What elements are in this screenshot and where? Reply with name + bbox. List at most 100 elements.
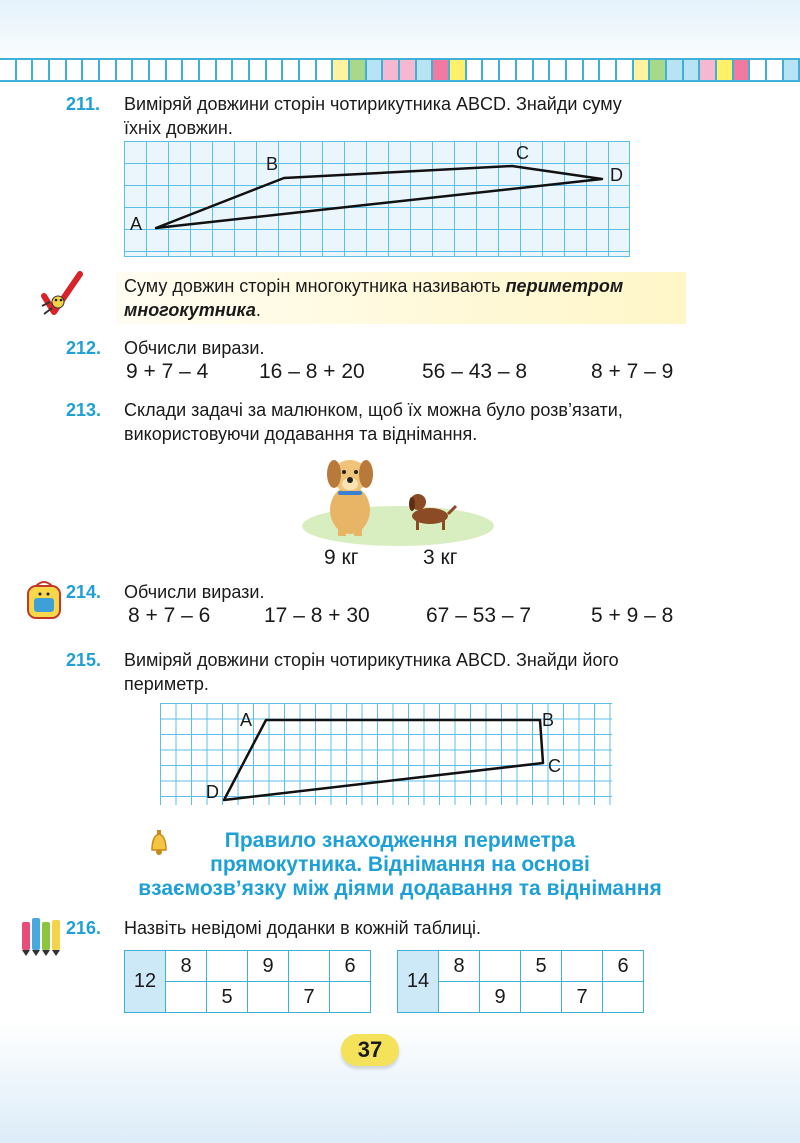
weight-label-big-dog: 9 кг <box>324 546 359 569</box>
stripe-cell <box>500 60 517 80</box>
vertex-label-a-211: A <box>130 214 143 234</box>
stripe-cell <box>783 60 800 80</box>
exercise-211-text-line1: Виміряй довжини сторін чотирикутника ABC… <box>124 94 622 114</box>
vertex-label-c-211: C <box>516 143 529 163</box>
vertex-label-b-215: B <box>542 710 555 730</box>
stripe-cell <box>666 60 684 80</box>
table-1-top-cell-5[interactable]: 6 <box>329 950 371 982</box>
table-1-top-cell-2[interactable] <box>206 950 248 982</box>
exercise-215-text-line1: Виміряй довжини сторін чотирикутника ABC… <box>124 650 619 670</box>
table-2-top-cell-3[interactable]: 5 <box>520 950 562 982</box>
stripe-cell <box>316 60 334 80</box>
table-2-top-cell-2[interactable] <box>479 950 521 982</box>
stripe-cell <box>733 60 751 80</box>
stripe-cell <box>550 60 567 80</box>
definition-plain: Суму довжин сторін многокутника називают… <box>124 276 506 296</box>
stripe-cell <box>266 60 284 80</box>
table-2-top-cell-1[interactable]: 8 <box>438 950 480 982</box>
exercise-number-211: 211. <box>66 94 101 114</box>
check-pencil-icon <box>41 271 83 315</box>
table-2-bottom-cell-2[interactable]: 9 <box>479 981 521 1013</box>
pencils-icon <box>22 918 60 956</box>
table-2-sum: 14 <box>397 950 439 1013</box>
exercise-212-text: Обчисли вирази. <box>124 338 265 358</box>
stripe-cell <box>300 60 317 80</box>
stripe-cell <box>416 60 434 80</box>
stripe-cell <box>216 60 234 80</box>
stripe-cell <box>116 60 134 80</box>
vertex-label-d-215: D <box>206 782 219 802</box>
definition-text-line2: многокутника. <box>124 298 261 322</box>
table-1-sum: 12 <box>124 950 166 1013</box>
exercise-number-212: 212. <box>66 338 102 358</box>
stripe-cell <box>133 60 151 80</box>
addends-table-1: 12 8 9 6 5 7 <box>124 950 371 1013</box>
expression-214-3: 67 – 53 – 7 <box>426 604 532 627</box>
stripe-cell <box>400 60 417 80</box>
stripe-cell <box>250 60 267 80</box>
stripe-cell <box>0 60 17 80</box>
table-1-bottom-cell-2[interactable]: 5 <box>206 981 248 1013</box>
stripe-cell <box>533 60 551 80</box>
stripe-cell <box>383 60 401 80</box>
quadrilateral-211 <box>154 164 604 230</box>
exercise-number-213: 213. <box>66 400 102 420</box>
expression-214-2: 17 – 8 + 30 <box>264 604 370 627</box>
section-heading-line3: взаємозв’язку між діями додавання та від… <box>138 877 662 900</box>
stripe-cell <box>183 60 201 80</box>
definition-end: . <box>255 300 261 320</box>
stripe-cell <box>16 60 34 80</box>
table-2-bottom-cell-3[interactable] <box>520 981 562 1013</box>
grid-211 <box>124 141 630 257</box>
table-1-bottom-cell-1[interactable] <box>165 981 207 1013</box>
stripe-cell <box>766 60 784 80</box>
exercise-number-216: 216. <box>66 918 102 938</box>
table-1-bottom-cell-5[interactable] <box>329 981 371 1013</box>
backpack-icon <box>27 581 61 619</box>
section-heading-line2: прямокутника. Віднімання на основі <box>210 853 590 876</box>
dogs-illustration <box>302 460 494 546</box>
stripe-cell <box>700 60 717 80</box>
stripe-cell <box>350 60 367 80</box>
table-2-bottom-cell-4[interactable]: 7 <box>561 981 603 1013</box>
addends-table-2: 14 8 5 6 9 7 <box>397 950 644 1013</box>
stripe-cell <box>616 60 634 80</box>
stripe-cell <box>150 60 167 80</box>
expression-212-1: 9 + 7 – 4 <box>126 360 209 383</box>
page-number: 37 <box>341 1034 399 1066</box>
stripe-cell <box>633 60 651 80</box>
quadrilateral-215 <box>222 718 545 802</box>
exercise-213-text-line2: використовуючи додавання та віднімання. <box>124 424 478 444</box>
table-2-top-cell-4[interactable] <box>561 950 603 982</box>
table-1-top-cell-4[interactable] <box>288 950 330 982</box>
header-stripe <box>0 58 800 82</box>
table-2-bottom-cell-5[interactable] <box>602 981 644 1013</box>
stripe-cell <box>433 60 451 80</box>
exercise-213-text-line1: Склади задачі за малюнком, щоб їх можна … <box>124 400 623 420</box>
stripe-cell <box>33 60 51 80</box>
stripe-cell <box>750 60 767 80</box>
stripe-cell <box>66 60 84 80</box>
stripe-cell <box>366 60 384 80</box>
stripe-cell <box>100 60 117 80</box>
exercise-215-text-line2: периметр. <box>124 674 209 694</box>
table-2-top-cell-5[interactable]: 6 <box>602 950 644 982</box>
exercise-216-text: Назвіть невідомі доданки в кожній таблиц… <box>124 918 482 938</box>
table-1-top-cell-1[interactable]: 8 <box>165 950 207 982</box>
stripe-cell <box>683 60 701 80</box>
bell-icon <box>151 830 167 855</box>
stripe-cell <box>716 60 734 80</box>
expression-212-4: 8 + 7 – 9 <box>591 360 674 383</box>
stripe-cell <box>283 60 301 80</box>
exercise-211-text-line2: їхніх довжин. <box>124 118 233 138</box>
stripe-cell <box>466 60 484 80</box>
table-1-top-cell-3[interactable]: 9 <box>247 950 289 982</box>
expression-214-1: 8 + 7 – 6 <box>128 604 211 627</box>
stripe-cell <box>566 60 584 80</box>
stripe-cell <box>600 60 617 80</box>
table-2-bottom-cell-1[interactable] <box>438 981 480 1013</box>
table-1-bottom-cell-4[interactable]: 7 <box>288 981 330 1013</box>
table-1-bottom-cell-3[interactable] <box>247 981 289 1013</box>
stripe-cell <box>650 60 667 80</box>
vertex-label-d-211: D <box>610 165 623 185</box>
